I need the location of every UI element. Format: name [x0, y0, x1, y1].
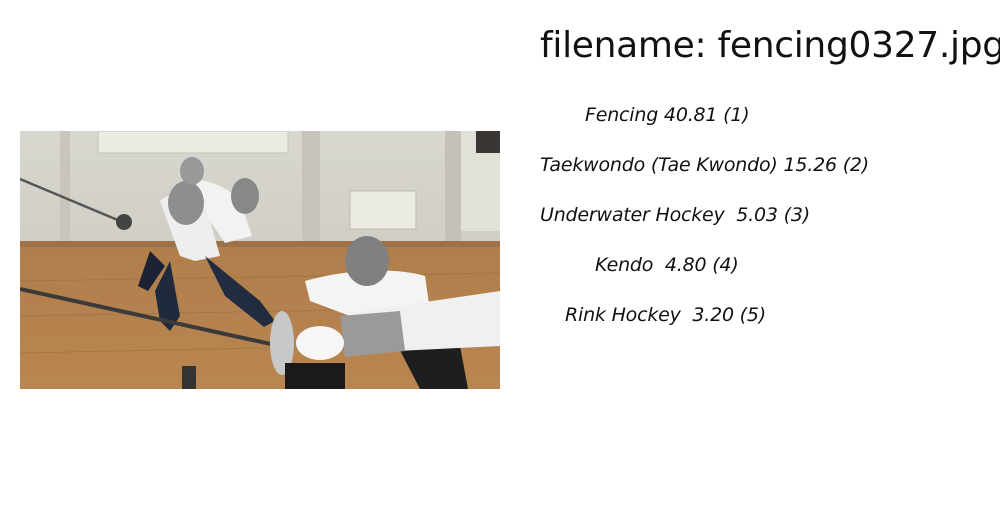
filename-title: filename: fencing0327.jpg: [540, 25, 1000, 66]
prediction-item: Taekwondo (Tae Kwondo) 15.26 (2): [540, 154, 870, 176]
prediction-item: Fencing 40.81 (1): [585, 104, 750, 126]
prediction-item: Kendo 4.80 (4): [595, 254, 739, 276]
prediction-item: Underwater Hockey 5.03 (3): [540, 204, 810, 226]
fencing-photo: [20, 131, 500, 389]
prediction-item: Rink Hockey 3.20 (5): [565, 304, 766, 326]
